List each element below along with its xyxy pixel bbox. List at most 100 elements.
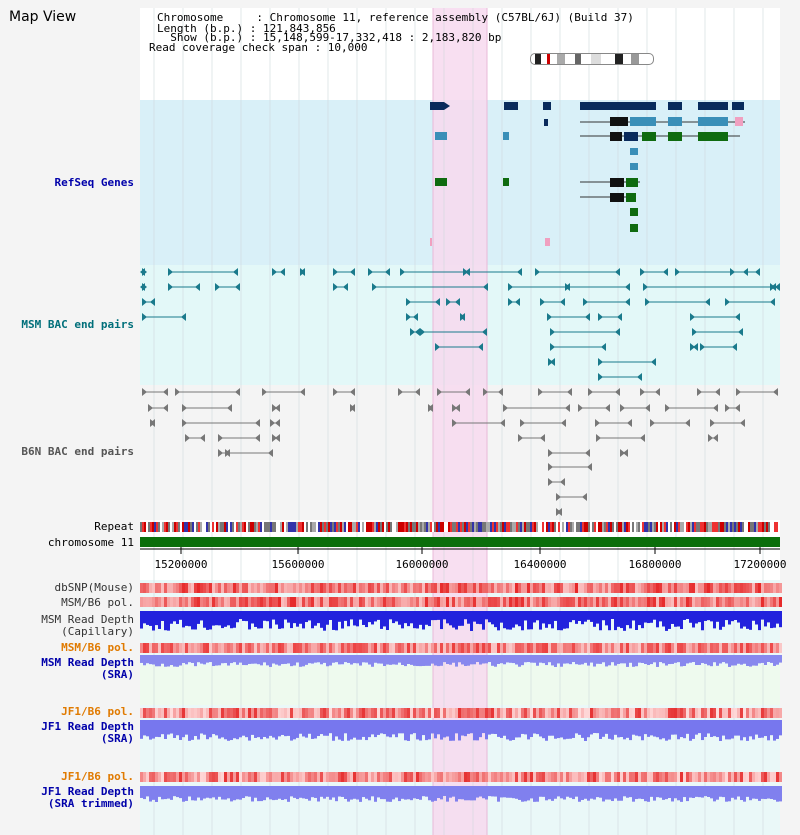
heat-cell (617, 583, 620, 593)
depth-bar (518, 720, 521, 738)
jf1-pol-trimmed-label[interactable]: JF1/B6 pol. (61, 770, 134, 783)
heat-cell (650, 597, 653, 607)
heat-cell (638, 583, 641, 593)
repeat-segment (256, 522, 258, 532)
depth-bar (632, 720, 635, 735)
heat-cell (773, 708, 776, 718)
heat-cell (584, 772, 587, 782)
heat-cell (557, 772, 560, 782)
depth-bar (317, 786, 320, 802)
depth-bar (524, 786, 527, 802)
bac-end (588, 388, 593, 396)
depth-bar (218, 611, 221, 626)
heat-cell (563, 643, 566, 653)
heat-cell (773, 583, 776, 593)
heat-cell (242, 772, 245, 782)
msm-depth-sra-label[interactable]: MSM Read Depth (41, 656, 134, 669)
gene-block (503, 132, 509, 140)
heat-cell (776, 583, 779, 593)
depth-bar (245, 655, 248, 666)
heat-cell (494, 643, 497, 653)
repeat-segment (598, 522, 600, 532)
depth-bar (500, 720, 503, 738)
bac-end (548, 449, 553, 457)
heat-cell (557, 597, 560, 607)
heat-cell (536, 772, 539, 782)
depth-bar (689, 720, 692, 741)
heat-cell (392, 643, 395, 653)
dbsnp-label[interactable]: dbSNP(Mouse) (54, 581, 134, 594)
jf1-pol-label[interactable]: JF1/B6 pol. (61, 705, 134, 718)
depth-bar (380, 720, 383, 734)
repeat-segment (306, 522, 308, 532)
heat-cell (302, 643, 305, 653)
msm-depth-capillary-label[interactable]: MSM Read Depth (41, 613, 134, 626)
depth-bar (266, 611, 269, 622)
depth-bar (257, 611, 260, 629)
repeat-segment (514, 522, 516, 532)
depth-bar (191, 720, 194, 740)
heat-cell (206, 597, 209, 607)
heat-cell (377, 597, 380, 607)
depth-bar (497, 611, 500, 631)
bac-end (710, 419, 715, 427)
heat-cell (455, 643, 458, 653)
msm-bac-label[interactable]: MSM BAC end pairs (21, 318, 134, 331)
heat-cell (467, 772, 470, 782)
heat-cell (530, 643, 533, 653)
heat-cell (461, 583, 464, 593)
jf1-depth-trimmed-label[interactable]: JF1 Read Depth (41, 785, 134, 798)
depth-bar (557, 720, 560, 739)
msm-b6-pol-label[interactable]: MSM/B6 pol. (61, 596, 134, 609)
jf1-depth-label[interactable]: JF1 Read Depth (41, 720, 134, 733)
repeat-segment (262, 522, 264, 532)
depth-bar (185, 720, 188, 735)
heat-cell (293, 643, 296, 653)
chromosome-bar (140, 537, 780, 547)
heat-cell (566, 643, 569, 653)
heat-cell (374, 597, 377, 607)
heat-cell (287, 583, 290, 593)
depth-bar (374, 611, 377, 622)
heat-cell (629, 708, 632, 718)
heat-cell (200, 772, 203, 782)
bac-end (565, 404, 570, 412)
depth-bar (467, 655, 470, 666)
heat-cell (299, 643, 302, 653)
heat-cell (578, 597, 581, 607)
chromosome-ideogram[interactable] (530, 53, 654, 65)
depth-bar (323, 611, 326, 631)
repeat-segment (316, 522, 318, 532)
repeat-segment (196, 522, 198, 532)
b6n-bac-label[interactable]: B6N BAC end pairs (21, 445, 134, 458)
heat-cell (368, 708, 371, 718)
heat-cell (767, 643, 770, 653)
heat-cell (500, 772, 503, 782)
depth-bar (503, 786, 506, 798)
refseq-genes-label[interactable]: RefSeq Genes (54, 176, 134, 189)
heat-cell (383, 643, 386, 653)
depth-bar (452, 786, 455, 797)
heat-cell (149, 708, 152, 718)
heat-cell (284, 708, 287, 718)
heat-cell (185, 708, 188, 718)
repeat-segment (452, 522, 454, 532)
depth-bar (164, 786, 167, 800)
repeat-segment (326, 522, 328, 532)
depth-bar (554, 720, 557, 739)
bac-end (665, 404, 670, 412)
bac-end (585, 313, 590, 321)
repeat-segment (198, 522, 200, 532)
heat-cell (293, 772, 296, 782)
heat-cell (155, 643, 158, 653)
depth-bar (341, 786, 344, 797)
heat-cell (380, 643, 383, 653)
heat-cell (371, 583, 374, 593)
heat-cell (779, 583, 782, 593)
heat-cell (215, 583, 218, 593)
heat-cell (635, 708, 638, 718)
depth-bar (629, 655, 632, 663)
heat-cell (680, 643, 683, 653)
msm-b6-pol-sra-label[interactable]: MSM/B6 pol. (61, 641, 134, 654)
